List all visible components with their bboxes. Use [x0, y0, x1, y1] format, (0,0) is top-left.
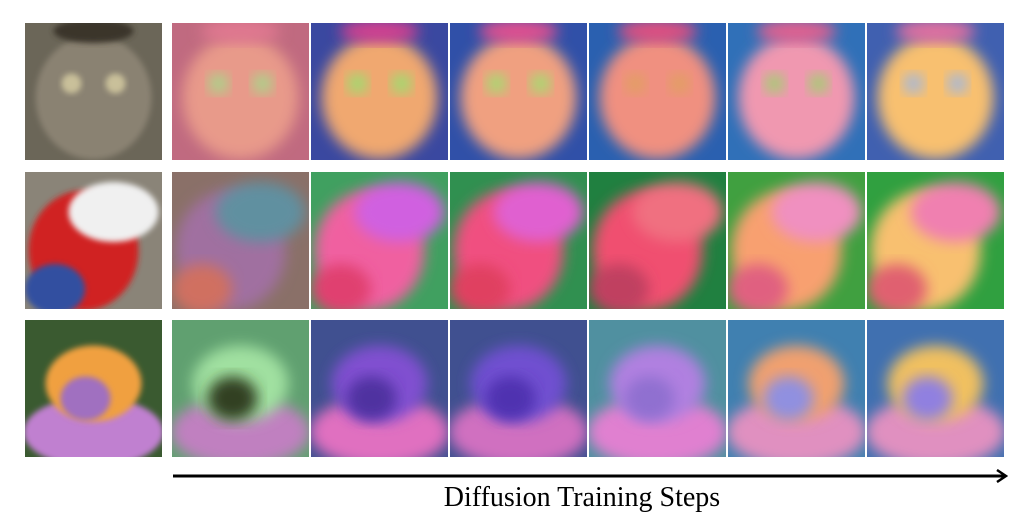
image-tile — [25, 23, 162, 160]
blob — [35, 35, 152, 160]
head — [354, 182, 445, 242]
accent — [25, 264, 85, 309]
image-tile — [311, 320, 448, 457]
eye — [61, 73, 82, 94]
accent — [728, 264, 788, 309]
accent — [478, 23, 559, 43]
flowers — [867, 397, 1004, 457]
eye — [208, 73, 229, 94]
image-tile — [311, 23, 448, 160]
eye — [947, 73, 968, 94]
flowers — [728, 397, 865, 457]
accent — [200, 23, 281, 43]
eye — [808, 73, 829, 94]
blob — [738, 35, 855, 160]
image-tile — [311, 172, 448, 309]
image-tile — [867, 172, 1004, 309]
eye — [669, 73, 690, 94]
flowers — [450, 397, 587, 457]
flowers — [25, 397, 162, 457]
accent — [617, 23, 698, 43]
eye — [764, 73, 785, 94]
accent — [207, 376, 258, 421]
blob — [182, 35, 299, 160]
accent — [311, 264, 371, 309]
accent — [485, 376, 536, 421]
eye — [391, 73, 412, 94]
flowers — [172, 397, 309, 457]
accent — [895, 23, 976, 43]
image-tile — [450, 320, 587, 457]
blob — [321, 35, 438, 160]
eye — [347, 73, 368, 94]
image-grid — [25, 23, 1004, 457]
image-tile — [25, 320, 162, 457]
accent — [346, 376, 397, 421]
image-tile — [450, 172, 587, 309]
image-tile — [589, 23, 726, 160]
accent — [60, 376, 111, 421]
eye — [625, 73, 646, 94]
blob — [599, 35, 716, 160]
accent — [902, 376, 953, 421]
accent — [756, 23, 837, 43]
image-tile — [25, 172, 162, 309]
image-tile — [728, 320, 865, 457]
flowers — [589, 397, 726, 457]
image-tile — [172, 172, 309, 309]
image-tile — [172, 23, 309, 160]
accent — [867, 264, 927, 309]
flowers — [311, 397, 448, 457]
head — [68, 182, 159, 242]
image-tile — [450, 23, 587, 160]
image-tile — [867, 23, 1004, 160]
accent — [589, 264, 649, 309]
eye — [252, 73, 273, 94]
accent — [624, 376, 675, 421]
eye — [903, 73, 924, 94]
image-tile — [867, 320, 1004, 457]
image-tile — [728, 23, 865, 160]
eye — [105, 73, 126, 94]
arrow-label: Diffusion Training Steps — [444, 482, 720, 513]
accent — [763, 376, 814, 421]
head — [632, 182, 723, 242]
image-tile — [589, 320, 726, 457]
accent — [53, 23, 134, 43]
blob — [460, 35, 577, 160]
image-tile — [589, 172, 726, 309]
head — [493, 182, 584, 242]
accent — [450, 264, 510, 309]
accent — [339, 23, 420, 43]
eye — [486, 73, 507, 94]
head — [215, 182, 306, 242]
accent — [172, 264, 232, 309]
head — [771, 182, 862, 242]
eye — [530, 73, 551, 94]
image-tile — [172, 320, 309, 457]
image-tile — [728, 172, 865, 309]
blob — [877, 35, 994, 160]
head — [910, 182, 1001, 242]
